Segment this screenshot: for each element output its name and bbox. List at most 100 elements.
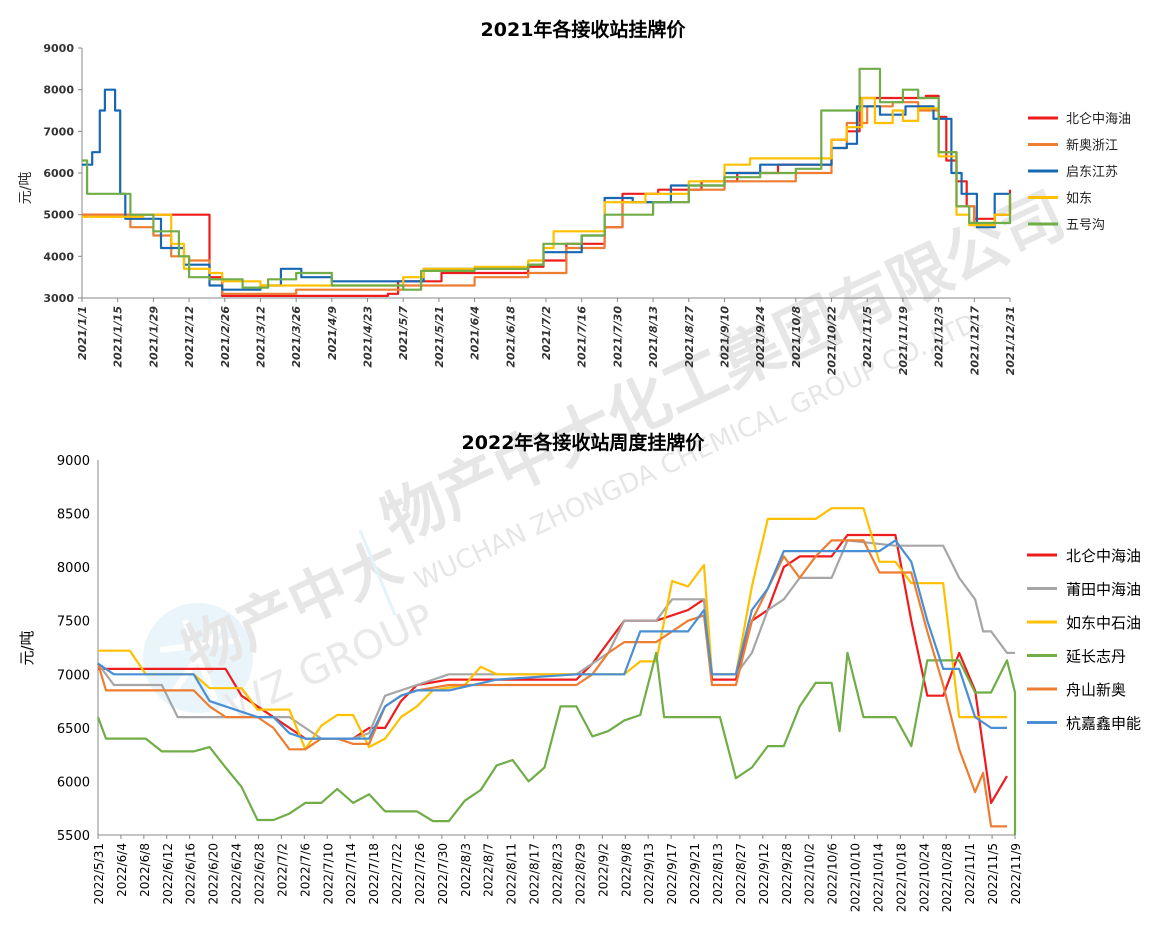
x-tick-label: 2022/6/16 [184,843,198,905]
x-tick-label: 2022/8/7 [482,843,496,897]
series-line [96,651,1017,835]
x-tick-label: 2021/8/27 [683,306,696,368]
x-tick-label: 2022/8/13 [711,843,725,905]
x-tick-label: 2021/1/15 [112,306,125,368]
chart-2021-title: 2021年各接收站挂牌价 [481,18,687,41]
x-tick-label: 2022/9/2 [596,843,610,897]
legend-label: 北仑中海油 [1066,112,1131,127]
x-tick-label: 2022/9/17 [665,843,679,905]
y-tick-label: 3000 [43,292,74,305]
x-tick-label: 2022/9/21 [688,843,702,905]
x-tick-label: 2021/11/5 [861,306,874,368]
x-tick-label: 2022/11/9 [1009,843,1023,905]
x-tick-label: 2022/8/11 [505,843,519,905]
x-tick-label: 2022/8/3 [459,843,473,897]
x-tick-label: 2022/11/5 [986,843,1000,905]
x-tick-label: 2022/7/18 [367,843,381,905]
x-tick-label: 2022/7/26 [413,843,427,905]
x-tick-label: 2022/9/8 [619,843,633,897]
x-tick-label: 2021/9/10 [718,306,731,368]
series-line [96,539,1007,828]
x-tick-label: 2021/1/29 [147,306,160,368]
y-tick-label: 8500 [57,508,90,523]
x-tick-label: 2022/8/29 [573,843,587,905]
x-tick-label: 2022/7/14 [344,843,358,905]
y-tick-label: 7000 [43,125,74,138]
x-tick-label: 2022/7/2 [275,843,289,897]
x-tick-label: 2021/5/21 [433,306,446,368]
x-tick-label: 2021/8/13 [647,306,660,368]
x-tick-label: 2022/7/10 [321,843,335,905]
x-tick-label: 2022/9/12 [757,843,771,905]
chart-2021-axes: 3000 4000 5000 6000 7000 8000 9000 2021/1/1 2021… [43,42,1017,375]
x-tick-label: 2022/6/8 [138,843,152,897]
y-tick-label: 9000 [57,454,90,469]
x-tick-label: 2021/3/26 [290,306,303,368]
y-tick-label: 5000 [43,209,74,222]
x-tick-label: 2021/6/4 [469,306,482,360]
y-tick-label: 8000 [57,561,90,576]
x-tick-label: 2022/8/17 [528,843,542,905]
x-tick-label: 2022/7/22 [390,843,404,905]
chart-2021-ylabel: 元/吨 [18,172,34,205]
x-tick-label: 2022/7/6 [298,843,312,897]
x-tick-label: 2022/6/28 [252,843,266,905]
x-tick-label: 2021/11/19 [897,306,910,376]
chart-2022-title: 2022年各接收站周度挂牌价 [462,431,706,454]
x-tick-label: 2022/10/18 [894,843,908,912]
y-tick-label: 6000 [43,167,74,180]
x-tick-label: 2022/6/12 [161,843,175,905]
x-tick-label: 2022/10/10 [849,843,863,912]
legend-label: 北仑中海油 [1066,547,1141,565]
x-tick-label: 2022/10/6 [826,843,840,905]
x-tick-label: 2021/6/18 [504,306,517,368]
x-tick-label: 2022/9/13 [642,843,656,905]
chart-2021-series [82,67,1012,297]
x-tick-label: 2022/5/31 [92,843,106,905]
y-tick-label: 8000 [43,84,74,97]
x-tick-label: 2021/2/26 [219,306,232,368]
x-tick-label: 2022/10/28 [940,843,954,912]
legend-label: 如东中石油 [1066,614,1141,632]
series-line [98,533,1008,804]
legend-label: 如东 [1066,191,1092,207]
x-tick-label: 2022/6/20 [207,843,221,905]
x-tick-label: 2022/9/28 [780,843,794,905]
x-tick-label: 2022/10/14 [871,843,885,912]
x-tick-label: 2021/4/23 [362,306,375,368]
chart-2021: 2021年各接收站挂牌价 元/吨 3000 4000 5000 6000 7000 800… [18,18,1131,375]
x-tick-label: 2021/3/12 [254,306,267,368]
y-tick-label: 7500 [57,615,90,630]
x-tick-label: 2021/7/30 [611,306,624,368]
legend-label: 杭嘉鑫申能 [1066,715,1141,733]
x-tick-label: 2021/1/1 [76,306,89,360]
x-tick-label: 2021/12/3 [933,306,946,368]
series-line [82,67,1012,291]
chart-2022-series [96,507,1017,835]
x-tick-label: 2022/8/27 [734,843,748,905]
x-tick-label: 2021/12/31 [1004,306,1017,375]
x-tick-label: 2022/10/2 [803,843,817,905]
x-tick-label: 2021/9/24 [754,306,767,368]
y-tick-label: 9000 [43,42,74,55]
x-tick-label: 2021/2/12 [183,306,196,368]
series-line [82,96,1012,287]
x-tick-label: 2021/12/17 [968,306,981,376]
x-tick-label: 2021/7/2 [540,306,553,360]
y-tick-label: 7000 [57,668,90,683]
x-tick-label: 2021/5/7 [397,306,410,360]
y-tick-label: 6000 [57,775,90,790]
x-tick-label: 2022/8/23 [551,843,565,905]
chart-2022-ylabel: 元/吨 [18,630,36,665]
watermark-logo [143,603,253,713]
x-tick-label: 2022/7/30 [436,843,450,905]
x-tick-label: 2022/11/1 [963,843,977,905]
x-tick-label: 2021/4/9 [326,306,339,360]
x-tick-label: 2022/10/24 [917,843,931,912]
x-tick-label: 2022/6/4 [115,843,129,897]
watermark-divider [358,529,397,616]
y-tick-label: 4000 [43,250,74,263]
